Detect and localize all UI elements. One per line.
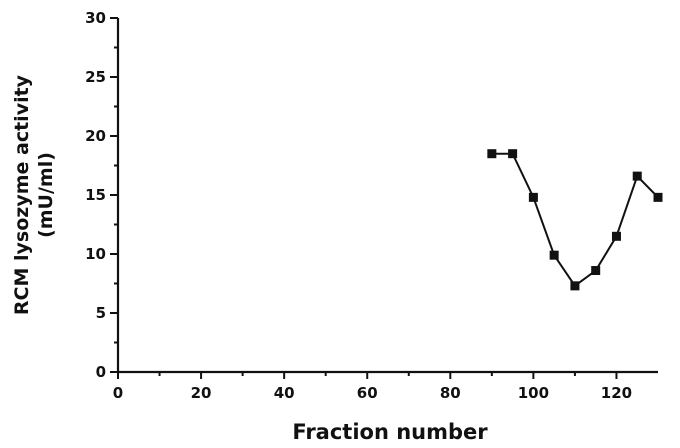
y-tick-label: 10 (85, 245, 106, 263)
x-tick-label: 20 (191, 384, 212, 402)
data-point (508, 149, 518, 159)
data-point (611, 231, 621, 241)
y-tick-label: 15 (85, 186, 106, 204)
data-point (632, 171, 642, 181)
x-tick-label: 80 (440, 384, 461, 402)
y-axis-title-line-2: (mU/ml) (35, 152, 57, 238)
x-tick-label: 40 (274, 384, 295, 402)
y-tick-label: 0 (96, 363, 106, 381)
y-axis-title-line-1: RCM lysozyme activity (11, 74, 33, 315)
y-tick-label: 25 (85, 68, 106, 86)
x-tick-label: 60 (357, 384, 378, 402)
x-ticks: 0 20 40 60 80 100 120 (113, 372, 632, 402)
x-tick-label: 0 (113, 384, 123, 402)
data-point (487, 149, 497, 159)
series-layer (487, 149, 663, 291)
y-tick-label: 30 (85, 9, 106, 27)
y-ticks: 0 5 10 15 20 25 30 (85, 9, 118, 381)
data-point (528, 192, 538, 202)
data-point (653, 192, 663, 202)
y-tick-label: 20 (85, 127, 106, 145)
data-point (549, 250, 559, 260)
data-point (570, 281, 580, 291)
y-tick-label: 5 (96, 304, 106, 322)
x-tick-label: 120 (601, 384, 632, 402)
data-point (591, 266, 601, 276)
y-axis-title: RCM lysozyme activity (mU/ml) (11, 74, 57, 315)
x-axis-title: Fraction number (292, 420, 488, 444)
x-tick-label: 100 (518, 384, 549, 402)
axes (116, 18, 658, 374)
